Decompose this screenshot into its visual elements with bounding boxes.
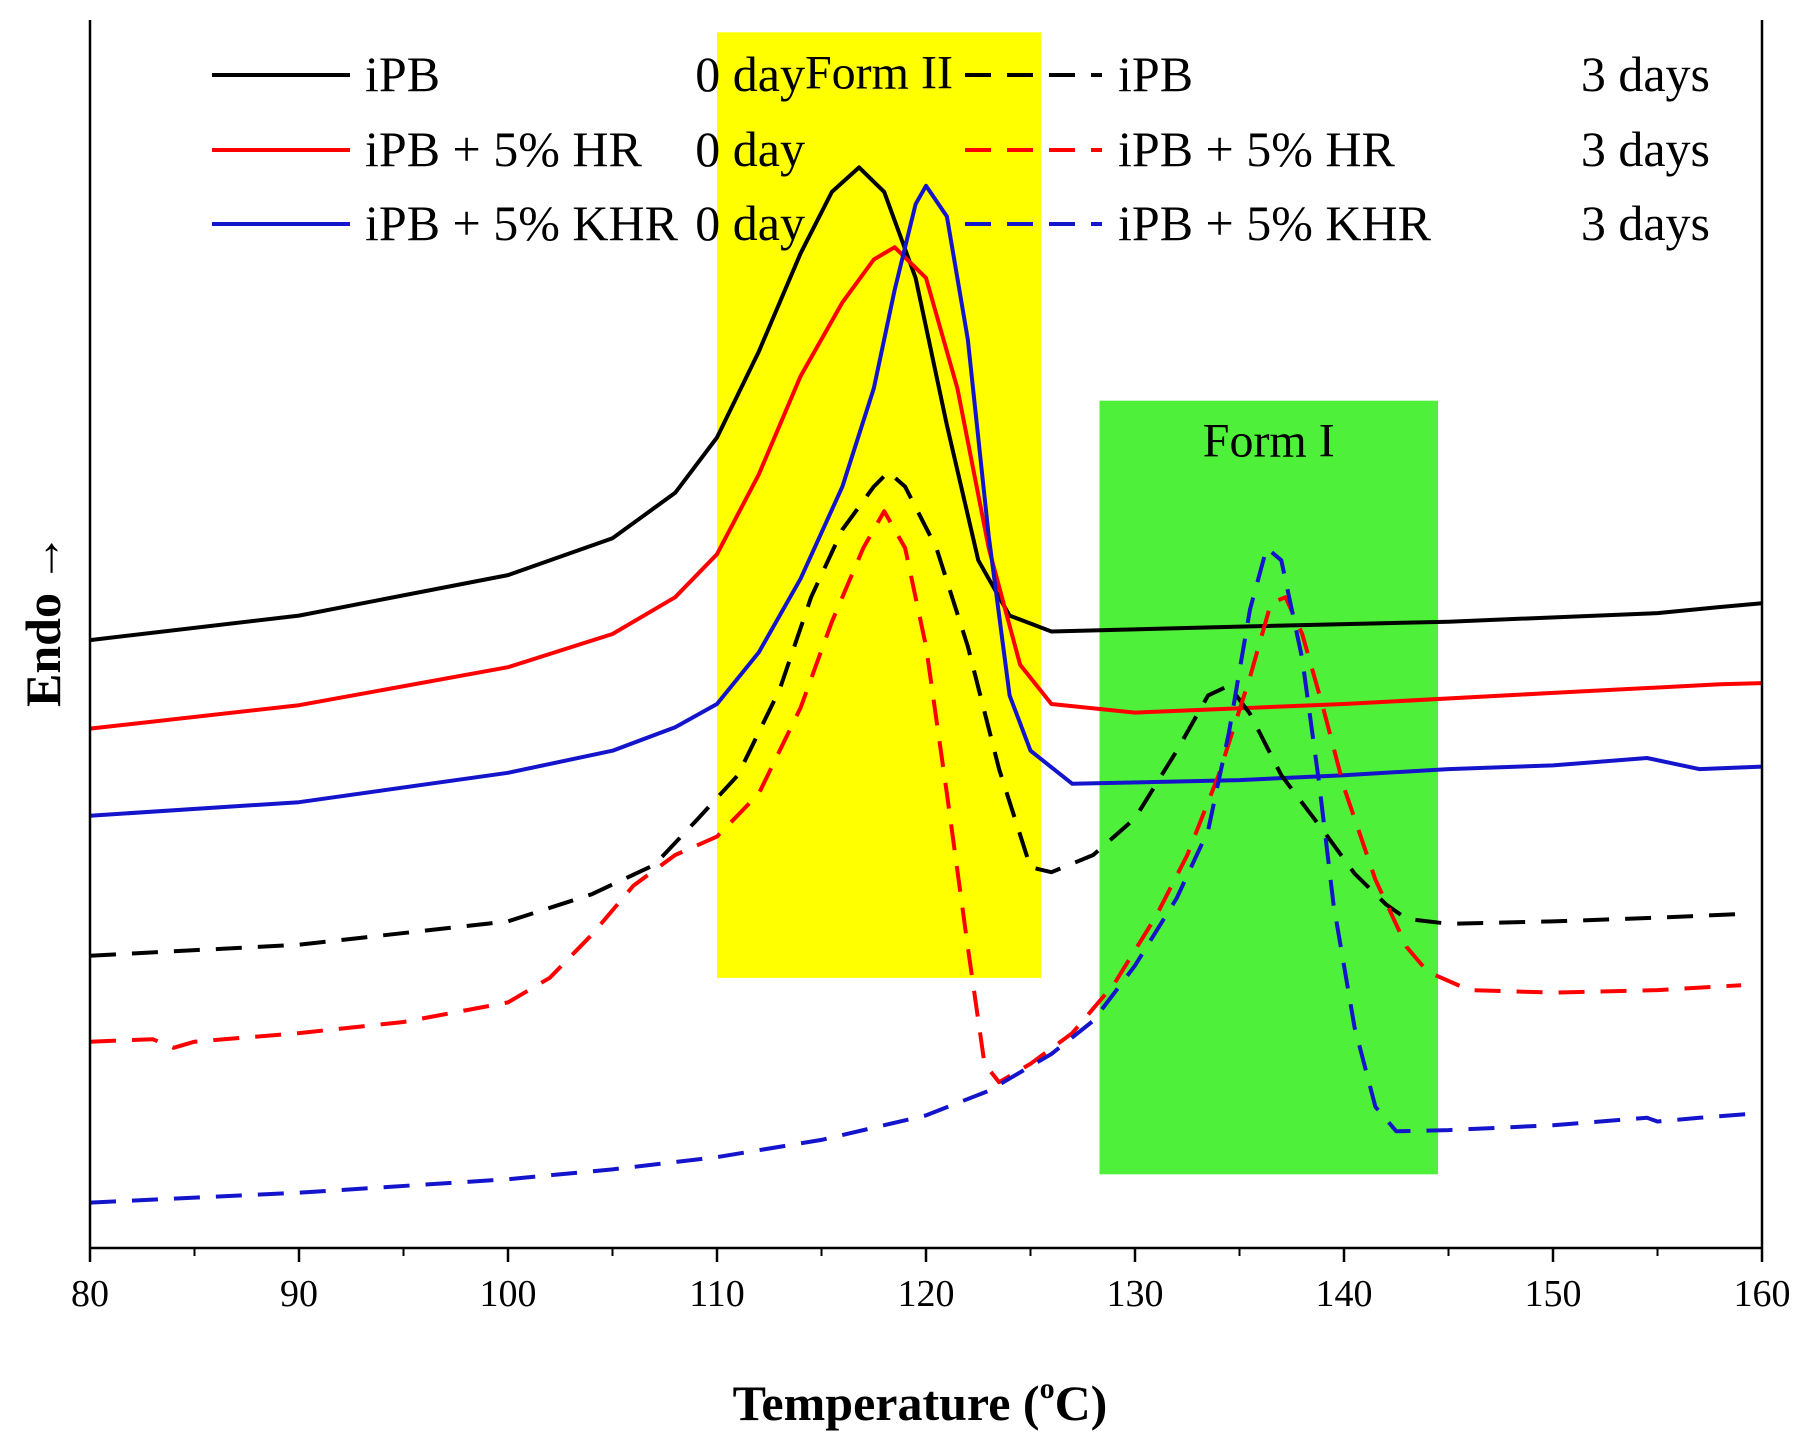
series-line-ipb-5pct-hr-3-days (89, 509, 1742, 1085)
x-tick-label-160: 160 (1734, 1273, 1791, 1315)
legend-time-0-day: 0 day (695, 121, 805, 177)
series-line-ipb-0-day (89, 165, 1763, 643)
series-line-ipb-5pct-hr-0-day (89, 245, 1763, 731)
region-label-form-ii: Form II (805, 46, 953, 99)
region-label-layer: Form II Form I (805, 46, 1335, 467)
legend-time-0-day: 0 day (695, 195, 805, 251)
legend-label-ipb-5pct-khr-0-day: iPB + 5% KHR (365, 195, 679, 251)
region-form-i (1099, 400, 1439, 1175)
x-tick-label-90: 90 (280, 1273, 318, 1315)
series-layer (89, 165, 1763, 1205)
legend-label-ipb-3-days: iPB (1118, 46, 1193, 102)
y-axis-arrow: → (15, 533, 71, 583)
legend-time-3-days: 3 days (1581, 195, 1710, 251)
x-tick-label-110: 110 (689, 1273, 745, 1315)
legend-time-3-days: 3 days (1581, 121, 1710, 177)
x-tick-label-120: 120 (898, 1273, 955, 1315)
x-tick-label-100: 100 (480, 1273, 537, 1315)
legend-label-ipb-5pct-khr-3-days: iPB + 5% KHR (1118, 195, 1432, 251)
legend-label-ipb-0-day: iPB (365, 46, 440, 102)
y-axis-title: Endo→ (15, 533, 71, 707)
series-line-ipb-5pct-khr-3-days (89, 546, 1763, 1205)
legend: iPB 0 day iPB + 5% HR 0 day iPB + 5% KHR 0 da… (212, 46, 1710, 251)
series-line-ipb-5pct-khr-0-day (89, 183, 1763, 818)
legend-time-0-day: 0 day (695, 46, 805, 102)
x-tick-label-130: 130 (1107, 1273, 1164, 1315)
x-tick-label-80: 80 (71, 1273, 109, 1315)
legend-time-3-days: 3 days (1581, 46, 1710, 102)
axes: 80 90 100 110 120 130 140 150 160 (71, 20, 1791, 1315)
x-tick-label-150: 150 (1525, 1273, 1582, 1315)
x-axis-title: Temperature (oC) (733, 1372, 1108, 1431)
region-label-form-i: Form I (1203, 415, 1335, 468)
x-tick-label-140: 140 (1316, 1273, 1373, 1315)
legend-label-ipb-5pct-hr-0-day: iPB + 5% HR (365, 121, 643, 177)
legend-label-ipb-5pct-hr-3-days: iPB + 5% HR (1118, 121, 1396, 177)
